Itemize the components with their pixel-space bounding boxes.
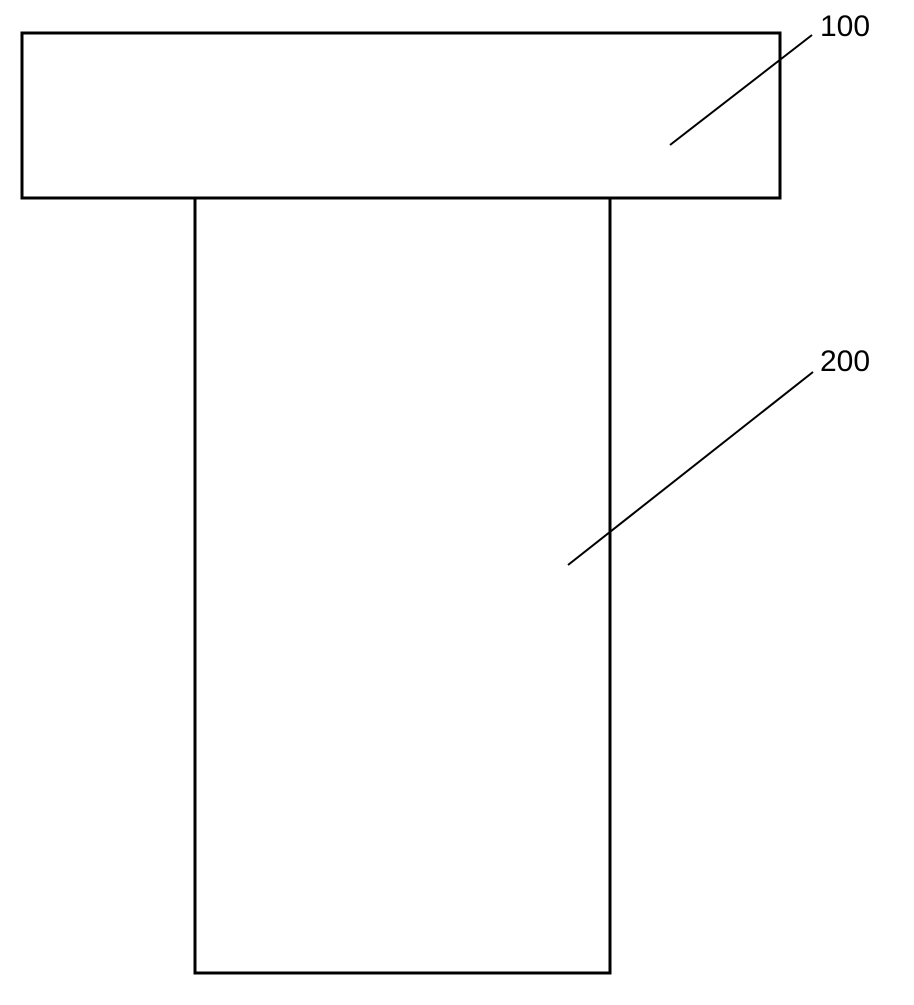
label-200: 200	[820, 345, 870, 379]
part-200-rect	[195, 198, 610, 973]
leader-line-200	[568, 372, 813, 565]
label-100: 100	[820, 10, 870, 44]
diagram-svg	[0, 0, 914, 1000]
part-100-rect	[22, 33, 780, 198]
leader-line-100	[670, 35, 812, 145]
technical-diagram: 100 200	[0, 0, 914, 1000]
